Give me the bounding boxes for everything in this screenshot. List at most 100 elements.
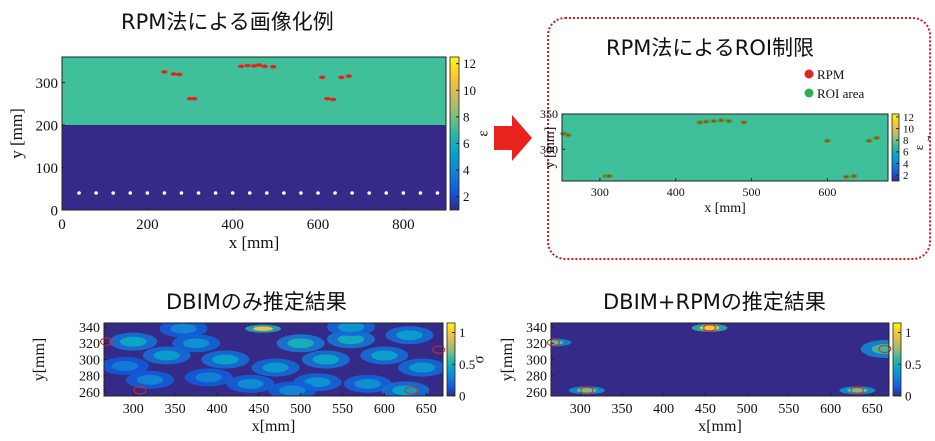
dbim-target-circle [404, 386, 418, 395]
dbim-target-circle [432, 345, 446, 354]
dbimrpm-blob-layer [551, 323, 889, 395]
rpm-xtick-label: 200 [136, 217, 159, 233]
roi-rpm-point [825, 139, 830, 142]
roi-rpm-point [851, 174, 856, 178]
roi-colorbar-tick-label: 10 [903, 123, 915, 135]
dbimrpm-ytick-label: 280 [526, 370, 547, 385]
rpm-colorbar-tick-label: 8 [463, 109, 470, 124]
rpm-antenna-point [282, 191, 286, 195]
title-dbim-only: DBIMのみ推定結果 [166, 290, 347, 314]
roi-colorbar-tick-label: 6 [903, 147, 909, 159]
roi-xlabel: x [mm] [704, 201, 746, 216]
roi-colorbar-tick-label: 2 [903, 170, 909, 182]
rpm-antenna-point [265, 191, 269, 195]
dbimrpm-colorbar-tick-label: 0 [905, 389, 912, 404]
dbim-blob [182, 338, 210, 349]
legend-roi-label: ROI area [817, 86, 865, 101]
roi-ytick-label: 350 [540, 107, 558, 121]
dbim-colorbar [446, 322, 456, 397]
rpm-antenna-point [111, 191, 115, 195]
dbim-blob [136, 374, 164, 385]
rpm-rpm-point [238, 64, 245, 69]
dbim-xtick-label: 500 [290, 402, 311, 417]
dbimrpm-target-circle [547, 338, 561, 347]
roi-ylabel: y [mm] [543, 127, 558, 169]
dbimrpm-colorbar-tick-label: 0.5 [905, 357, 921, 372]
dbim-blob [262, 362, 289, 373]
rpm-antenna-point [162, 191, 167, 195]
dbim-xtick-label: 300 [123, 402, 144, 417]
roi-rpm-point [719, 119, 724, 122]
rpm-antenna-point [213, 191, 218, 195]
dbimrpm-ytick-label: 340 [526, 321, 547, 336]
dbim-colorbar-label: σ [472, 355, 488, 363]
rpm-antenna-point [418, 191, 423, 195]
dbim-colorbar-tick-label: 0.5 [459, 357, 475, 372]
rpm-colorbar-tick-label: 2 [463, 189, 470, 204]
rpm-antenna-point [196, 191, 201, 195]
rpm-xtick-label: 600 [307, 217, 330, 233]
roi-colorbar-tick-label: 4 [903, 158, 909, 170]
rpm-xtick-label: 0 [58, 217, 66, 233]
rpm-rpm-point [261, 64, 268, 69]
dbimrpm-target-circle [850, 386, 864, 395]
rpm-ytick-label: 100 [36, 161, 59, 177]
rpm-xtick-label: 400 [221, 217, 244, 233]
title-rpm-imaging: RPM法による画像化例 [121, 10, 334, 34]
dbimrpm-xtick-label: 500 [737, 402, 758, 417]
dbimrpm-xtick-label: 350 [611, 402, 632, 417]
dbimrpm-target-circle [580, 386, 594, 395]
rpm-colorbar-tick-label: 12 [463, 56, 476, 71]
legend-roi-marker [804, 88, 814, 98]
roi-colorbar-tick-label: 12 [903, 112, 914, 124]
dbim-blob [287, 338, 314, 349]
rpm-colorbar [449, 56, 460, 211]
roi-rpm-point [697, 121, 702, 124]
dbim-xlabel: x[mm] [252, 418, 296, 435]
rpm-rpm-point [170, 72, 177, 76]
dbim-ytick-label: 340 [79, 321, 100, 336]
dbimrpm-ytick-label: 300 [526, 353, 547, 368]
rpm-rpm-point [191, 96, 198, 101]
roi-rpm-point [844, 175, 849, 178]
rpm-antenna-point [384, 191, 389, 195]
dbim-colorbar-tick-label: 1 [459, 325, 466, 340]
rpm-rpm-point [255, 63, 263, 67]
dbim-xtick-label: 550 [332, 402, 353, 417]
dbimrpm-ytick-label: 260 [526, 386, 547, 401]
dbim-blob [279, 385, 306, 396]
dbim-blob [253, 326, 273, 331]
dbim-ytick-label: 320 [79, 337, 100, 352]
rpm-antenna-point [435, 191, 440, 195]
dbimrpm-xlabel: x[mm] [698, 418, 742, 435]
rpm-ytick-label: 0 [51, 203, 59, 219]
rpm-antenna-point [401, 191, 406, 195]
rpm-antenna-point [77, 191, 81, 195]
roi-ytick-label: 300 [540, 142, 558, 156]
rpm-colorbar-tick-label: 6 [463, 136, 470, 151]
rpm-rpm-point [176, 72, 183, 77]
roi-colorbar-label: ε [911, 144, 926, 150]
dbimrpm-blob [847, 388, 868, 393]
dbim-blob [153, 350, 180, 361]
rpm-antenna-point [179, 191, 184, 195]
roi-rpm-point [867, 139, 872, 142]
dbim-blob [212, 354, 239, 365]
roi-rpm-point [704, 120, 709, 123]
rpm-antenna-point [247, 191, 252, 195]
dbimrpm-blob [551, 340, 564, 345]
rpm-rpm-point [250, 64, 258, 68]
dbim-target-circle [100, 337, 114, 346]
rpm-colorbar-tick-label: 10 [463, 83, 476, 98]
rpm-antenna-point [299, 191, 303, 195]
dbim-colorbar-tick-label: 0 [459, 389, 466, 404]
dbim-target-circle [133, 386, 147, 395]
rpm-rpm-point [338, 75, 345, 80]
roi-xtick-label: 400 [667, 185, 685, 199]
dbim-xtick-label: 400 [207, 402, 228, 417]
dbim-blob [408, 362, 436, 373]
dbimrpm-colorbar [892, 322, 902, 397]
roi-rpm-point [726, 119, 731, 123]
dbimrpm-xtick-label: 400 [653, 402, 674, 417]
